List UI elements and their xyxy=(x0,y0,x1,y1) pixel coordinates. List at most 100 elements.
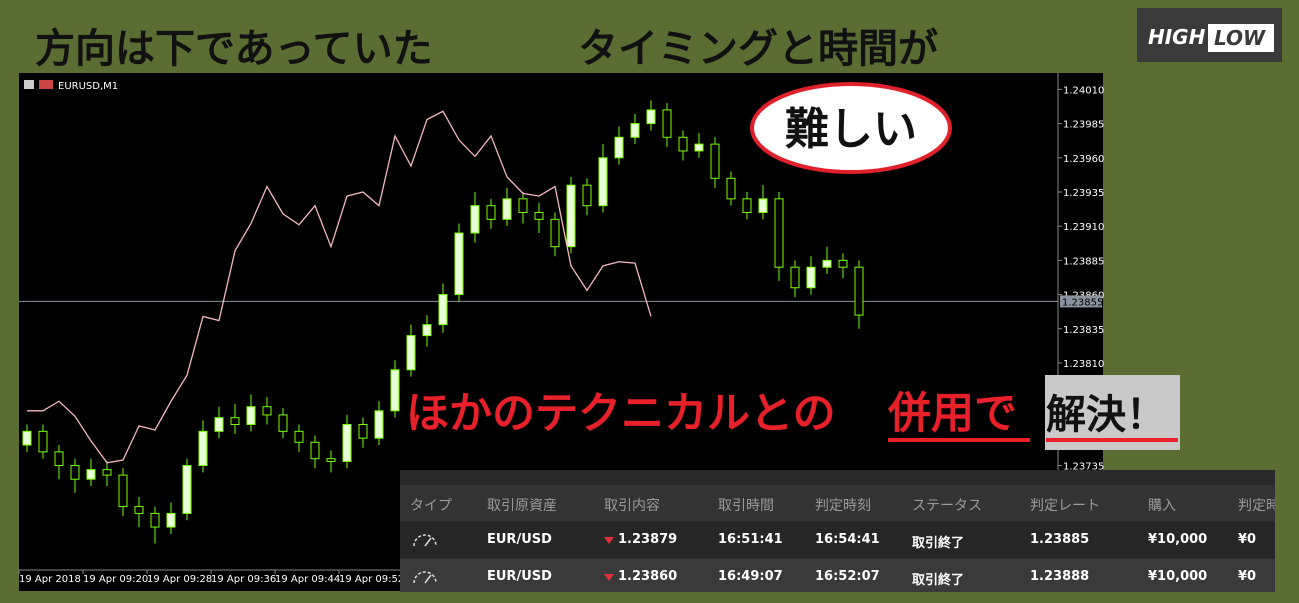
candle-body xyxy=(294,430,304,443)
overlay-emph: 併用で xyxy=(887,389,1017,439)
symbol: EURUSD,M1 xyxy=(58,81,118,92)
candle-body xyxy=(182,465,192,514)
row-cell: EUR/USD xyxy=(487,569,552,584)
symbol-flag xyxy=(39,80,53,89)
candle-body xyxy=(310,441,320,460)
candle-body xyxy=(502,198,512,220)
table-row: EUR/USD 1.23879 16:51:41 16:54:41 取引終了 1.2388… xyxy=(400,522,1275,558)
candle-body xyxy=(486,205,496,220)
candle-body xyxy=(518,198,528,214)
candle-body xyxy=(102,469,112,476)
candle-body xyxy=(422,324,432,337)
row-cell: 16:51:41 xyxy=(718,532,783,547)
row-cell: ¥10,000 xyxy=(1148,532,1208,547)
candle-body xyxy=(342,424,352,462)
candle-body xyxy=(614,136,624,159)
trade-table: タイプ 取引原資産 取引内容 取引時間 判定時刻 ステータス 判定レート 購入 判定時 EUR/U… xyxy=(400,470,1275,592)
candle-body xyxy=(758,198,768,214)
x-tick-label: 19 Apr 09:20 xyxy=(83,574,148,585)
logo-right: LOW xyxy=(1214,26,1266,50)
logo-left: HIGH xyxy=(1148,25,1206,49)
candle-body xyxy=(806,266,816,289)
down-arrow xyxy=(604,574,614,581)
candle-body xyxy=(22,430,32,446)
candle-body xyxy=(198,430,208,467)
row-cell: 16:52:07 xyxy=(815,569,880,584)
candle-body xyxy=(118,474,128,508)
candle-body xyxy=(662,109,672,138)
row-cell: ¥0 xyxy=(1238,569,1257,584)
header-cell: 取引内容 xyxy=(604,498,660,514)
candle-body xyxy=(790,266,800,289)
candle-body xyxy=(598,157,608,207)
candle-body xyxy=(710,143,720,179)
candle-body xyxy=(262,406,272,416)
y-tick-label: 1.23910 xyxy=(1063,222,1104,233)
candle-body xyxy=(742,198,752,214)
candle-body xyxy=(646,109,656,125)
header-cell: 判定レート xyxy=(1030,498,1100,514)
row-cell: ¥10,000 xyxy=(1148,569,1208,584)
candle-body xyxy=(166,512,176,528)
type-icon xyxy=(413,534,437,547)
row-cell: 1.23888 xyxy=(1030,569,1090,584)
row-cell: 16:49:07 xyxy=(718,569,783,584)
y-tick-label: 1.23935 xyxy=(1063,188,1104,199)
row-cell: 16:54:41 xyxy=(815,532,880,547)
candle-body xyxy=(70,465,80,480)
current-price-label: 1.23855 xyxy=(1062,297,1103,308)
bubble-ellipse xyxy=(750,82,952,174)
candle-body xyxy=(774,198,784,268)
overlay-main: ほかのテクニカルとの xyxy=(406,389,836,439)
logo-right-box xyxy=(1208,24,1274,52)
headline-right: タイミングと時間が xyxy=(578,26,938,72)
y-tick-label: 1.23885 xyxy=(1063,256,1104,267)
overlay-tail: 解決！ xyxy=(1046,392,1166,438)
header-cell: 購入 xyxy=(1148,498,1176,514)
y-tick-label: 1.23985 xyxy=(1063,120,1104,131)
candle-body xyxy=(54,451,64,467)
candle-body xyxy=(134,506,144,514)
symbol-icon xyxy=(24,80,34,89)
x-tick-label: 19 Apr 09:36 xyxy=(211,574,276,585)
candle-body xyxy=(358,424,368,439)
candle-body xyxy=(390,369,400,412)
row-cell: 取引終了 xyxy=(912,573,965,588)
candle-body xyxy=(550,218,560,248)
row-cell: 取引終了 xyxy=(912,536,965,551)
indicator-line xyxy=(27,110,652,464)
tail-box xyxy=(1045,375,1180,450)
candle-body xyxy=(854,266,864,316)
candle-body xyxy=(246,406,256,426)
bubble-text: 難しい xyxy=(785,104,917,155)
header-cell: 判定時刻 xyxy=(815,498,871,514)
candle-body xyxy=(86,469,96,480)
candle-body xyxy=(278,414,288,432)
y-tick-label: 1.23810 xyxy=(1063,359,1104,370)
row-cell: 1.23885 xyxy=(1030,532,1090,547)
row-cell: ¥0 xyxy=(1238,532,1257,547)
table-row: EUR/USD 1.23860 16:49:07 16:52:07 取引終了 1.2388… xyxy=(400,559,1275,592)
y-tick-label: 1.23835 xyxy=(1063,325,1104,336)
candle-body xyxy=(230,417,240,426)
header-cell: 取引原資産 xyxy=(487,498,557,514)
candle-body xyxy=(38,430,48,453)
candle-body xyxy=(454,232,464,296)
row-cell: EUR/USD xyxy=(487,532,552,547)
candle-body xyxy=(150,512,160,528)
candle-body xyxy=(678,136,688,152)
candle-body xyxy=(326,458,336,462)
type-icon xyxy=(413,571,437,584)
headline-left: 方向は下であっていた xyxy=(35,26,433,72)
y-tick-label: 1.23735 xyxy=(1063,462,1104,473)
candle-body xyxy=(374,410,384,439)
y-tick-label: 1.24010 xyxy=(1063,85,1104,96)
row-cell: 1.23879 xyxy=(618,532,678,547)
candle-body xyxy=(726,177,736,200)
x-tick-label: 19 Apr 2018 xyxy=(19,574,81,585)
x-tick-label: 19 Apr 09:44 xyxy=(275,574,340,585)
table-header: タイプ 取引原資産 取引内容 取引時間 判定時刻 ステータス 判定レート 購入 判定時 xyxy=(400,485,1275,521)
down-arrow xyxy=(604,537,614,544)
candle-body xyxy=(694,143,704,152)
